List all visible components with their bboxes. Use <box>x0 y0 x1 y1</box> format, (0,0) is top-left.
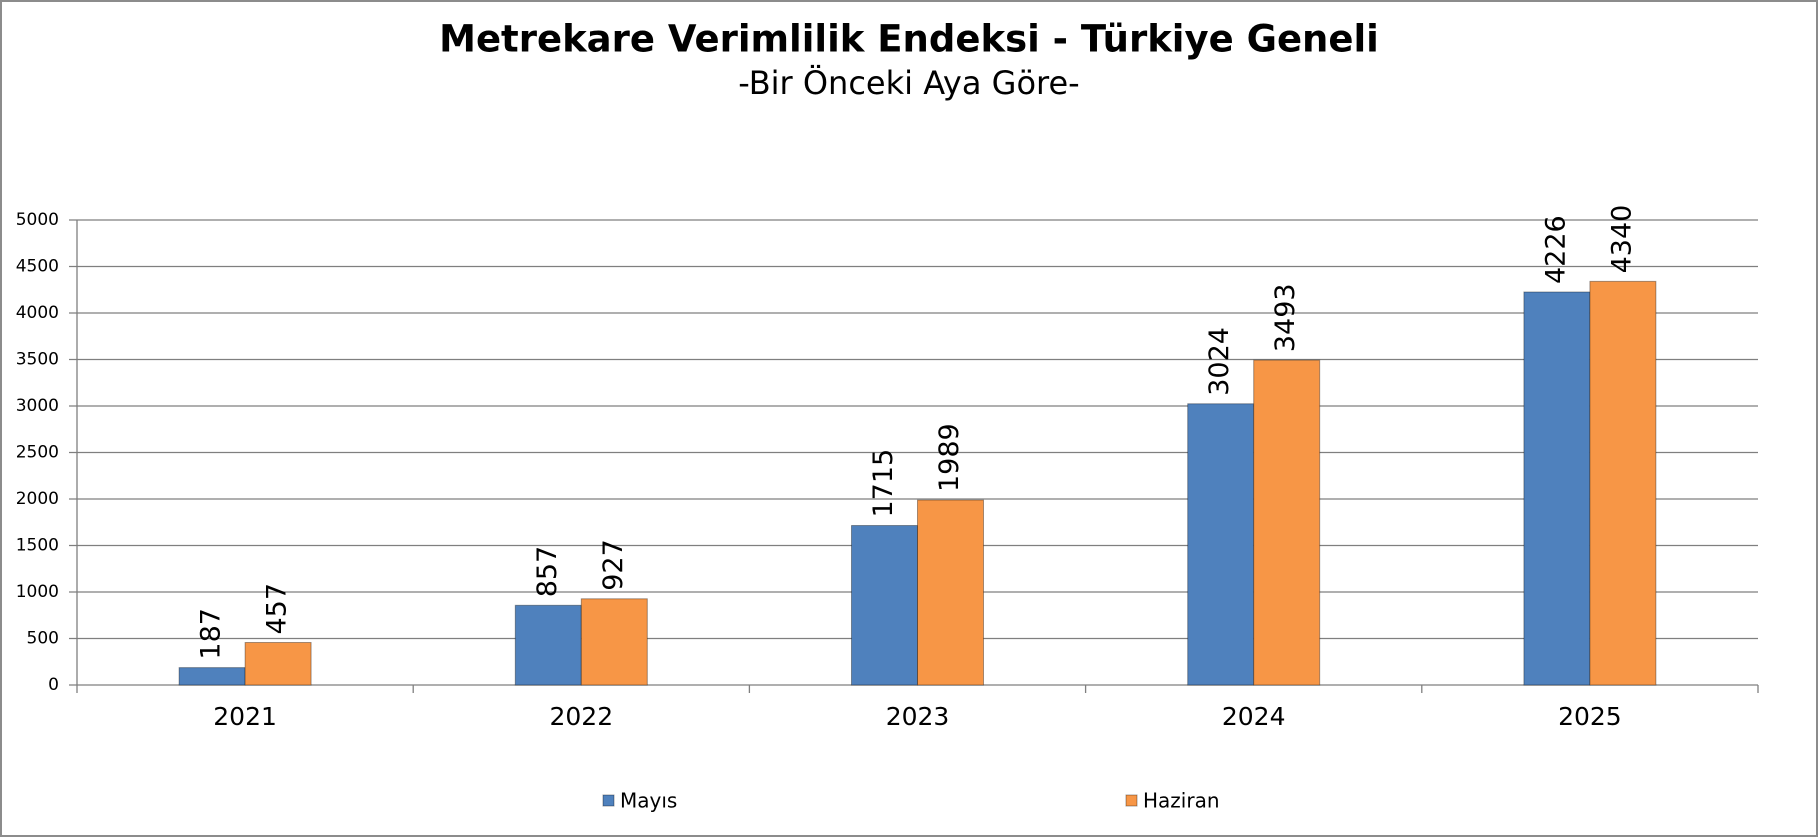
x-tick-label: 2024 <box>1222 702 1286 731</box>
x-tick-label: 2021 <box>213 702 277 731</box>
bar <box>244 641 312 686</box>
bar <box>1187 403 1255 686</box>
y-tick-label: 1000 <box>16 582 59 602</box>
data-label: 3024 <box>1204 327 1235 396</box>
bar <box>178 667 246 686</box>
data-label: 4226 <box>1540 215 1571 284</box>
data-label: 927 <box>598 539 629 591</box>
legend-marker <box>602 794 615 807</box>
data-label: 1715 <box>868 449 899 518</box>
legend-marker <box>1125 794 1138 807</box>
bar <box>1589 280 1657 686</box>
y-tick-label: 500 <box>27 629 59 649</box>
data-label: 4340 <box>1606 205 1637 274</box>
y-tick-label: 4500 <box>16 257 59 277</box>
bar <box>851 525 918 686</box>
bar <box>580 598 648 686</box>
bar <box>917 499 984 686</box>
y-tick-label: 0 <box>48 675 59 695</box>
y-tick-label: 5000 <box>16 210 59 230</box>
y-tick-label: 2500 <box>16 443 59 463</box>
y-tick-label: 3500 <box>16 350 59 370</box>
data-label: 457 <box>262 583 293 635</box>
data-label: 857 <box>532 546 563 598</box>
data-label: 1989 <box>934 423 965 492</box>
x-tick-label: 2023 <box>886 702 950 731</box>
data-label: 3493 <box>1270 283 1301 352</box>
bar <box>1523 291 1591 686</box>
y-tick-label: 1500 <box>16 536 59 556</box>
legend-label: Haziran <box>1143 789 1220 813</box>
data-label: 187 <box>196 608 227 660</box>
bar <box>1253 359 1321 686</box>
x-tick-label: 2022 <box>549 702 613 731</box>
bar <box>514 604 582 686</box>
legend-label: Mayıs <box>620 789 677 813</box>
chart-title: Metrekare Verimlilik Endeksi - Türkiye G… <box>439 18 1379 61</box>
chart-subtitle: -Bir Önceki Aya Göre- <box>738 64 1079 102</box>
y-tick-label: 2000 <box>16 489 59 509</box>
x-tick-label: 2025 <box>1558 702 1622 731</box>
y-tick-label: 3000 <box>16 396 59 416</box>
y-tick-label: 4000 <box>16 303 59 323</box>
